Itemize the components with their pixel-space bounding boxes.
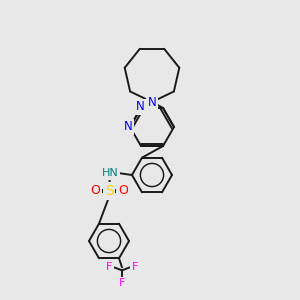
Text: S: S xyxy=(105,184,113,198)
Text: N: N xyxy=(124,121,132,134)
Text: N: N xyxy=(148,95,156,109)
Text: F: F xyxy=(119,278,125,288)
Text: N: N xyxy=(136,100,144,113)
Text: F: F xyxy=(132,262,138,272)
Text: HN: HN xyxy=(102,168,118,178)
Text: O: O xyxy=(118,184,128,197)
Text: F: F xyxy=(106,262,112,272)
Text: O: O xyxy=(90,184,100,197)
